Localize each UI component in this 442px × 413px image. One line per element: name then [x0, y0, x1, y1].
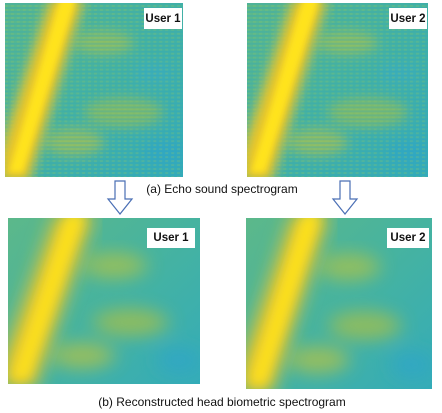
panel-label: User 2 [390, 232, 425, 244]
arrow [333, 181, 357, 214]
caption: (a) Echo sound spectrogram [146, 182, 297, 196]
panel-label: User 1 [145, 13, 181, 25]
panel-label: User 2 [390, 13, 425, 25]
arrow [108, 181, 132, 214]
figure: User 1 User 2 (a) Echo sound spectrogram… [0, 0, 442, 413]
caption: (b) Reconstructed head biometric spectro… [98, 395, 345, 409]
panel-label: User 1 [153, 232, 189, 244]
